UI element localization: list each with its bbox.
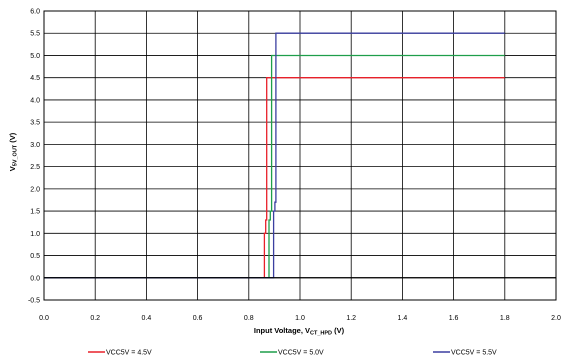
y-tick-label: 3.5 [30, 120, 40, 127]
y-tick-label: 0.0 [30, 275, 40, 282]
axes [43, 10, 557, 301]
y-tick-label: 4.0 [30, 97, 40, 104]
series-line-3 [44, 32, 505, 279]
y-tick-label: 2.0 [30, 186, 40, 193]
y-axis-title-unit: (V) [8, 132, 17, 145]
x-tick-label: 0.0 [39, 315, 49, 322]
x-tick-label: 0.4 [142, 315, 152, 322]
x-axis-title-unit: (V) [332, 326, 345, 335]
y-tick-label: 1.0 [30, 231, 40, 238]
y-tick-label: 3.0 [30, 142, 40, 149]
x-tick-label: 0.2 [90, 315, 100, 322]
x-axis-title-main: Input Voltage, V [254, 326, 310, 335]
y-tick-label: 6.0 [30, 9, 40, 16]
x-tick-label: 1.0 [295, 315, 305, 322]
y-tick-label: 4.5 [30, 75, 40, 82]
series-line-2 [44, 54, 505, 279]
y-tick-label: 0.5 [30, 253, 40, 260]
y-axis-title-main: V [8, 166, 17, 171]
y-tick-label: 1.5 [30, 209, 40, 216]
y-axis-title-sub: 5V_OUT [13, 144, 19, 166]
x-tick-label: 2.0 [551, 315, 561, 322]
x-axis-title-sub: CT_HPD [310, 331, 332, 337]
x-tick-labels: 0.0 0.2 0.4 0.6 0.8 1.0 1.2 1.4 1.6 1.8 2.0 [39, 315, 561, 322]
x-axis-title: Input Voltage, VCT_HPD (V) [254, 326, 345, 337]
y-tick-label: 2.5 [30, 164, 40, 171]
x-tick-label: 1.2 [346, 315, 356, 322]
y-tick-label: -0.5 [28, 298, 40, 305]
series-line-1 [44, 77, 505, 279]
x-tick-label: 1.6 [449, 315, 459, 322]
series-group [44, 32, 505, 279]
x-tick-label: 1.8 [500, 315, 510, 322]
legend-label-2: VCC5V = 5.0V [278, 350, 324, 357]
grid-lines [44, 11, 556, 300]
legend: VCC5V = 4.5V VCC5V = 5.0V VCC5V = 5.5V [88, 350, 497, 357]
legend-label-1: VCC5V = 4.5V [106, 350, 152, 357]
plot-frame [43, 10, 557, 301]
legend-label-3: VCC5V = 5.5V [451, 350, 497, 357]
x-tick-label: 0.8 [244, 315, 254, 322]
y-tick-labels: -0.5 0.0 0.5 1.0 1.5 2.0 2.5 3.0 3.5 4.0 4.5 5.0 5.5… [28, 9, 40, 305]
x-tick-label: 0.6 [193, 315, 203, 322]
y-tick-label: 5.0 [30, 53, 40, 60]
x-tick-label: 1.4 [398, 315, 408, 322]
y-tick-label: 5.5 [30, 31, 40, 38]
y-axis-title: V5V_OUT (V) [8, 132, 19, 171]
